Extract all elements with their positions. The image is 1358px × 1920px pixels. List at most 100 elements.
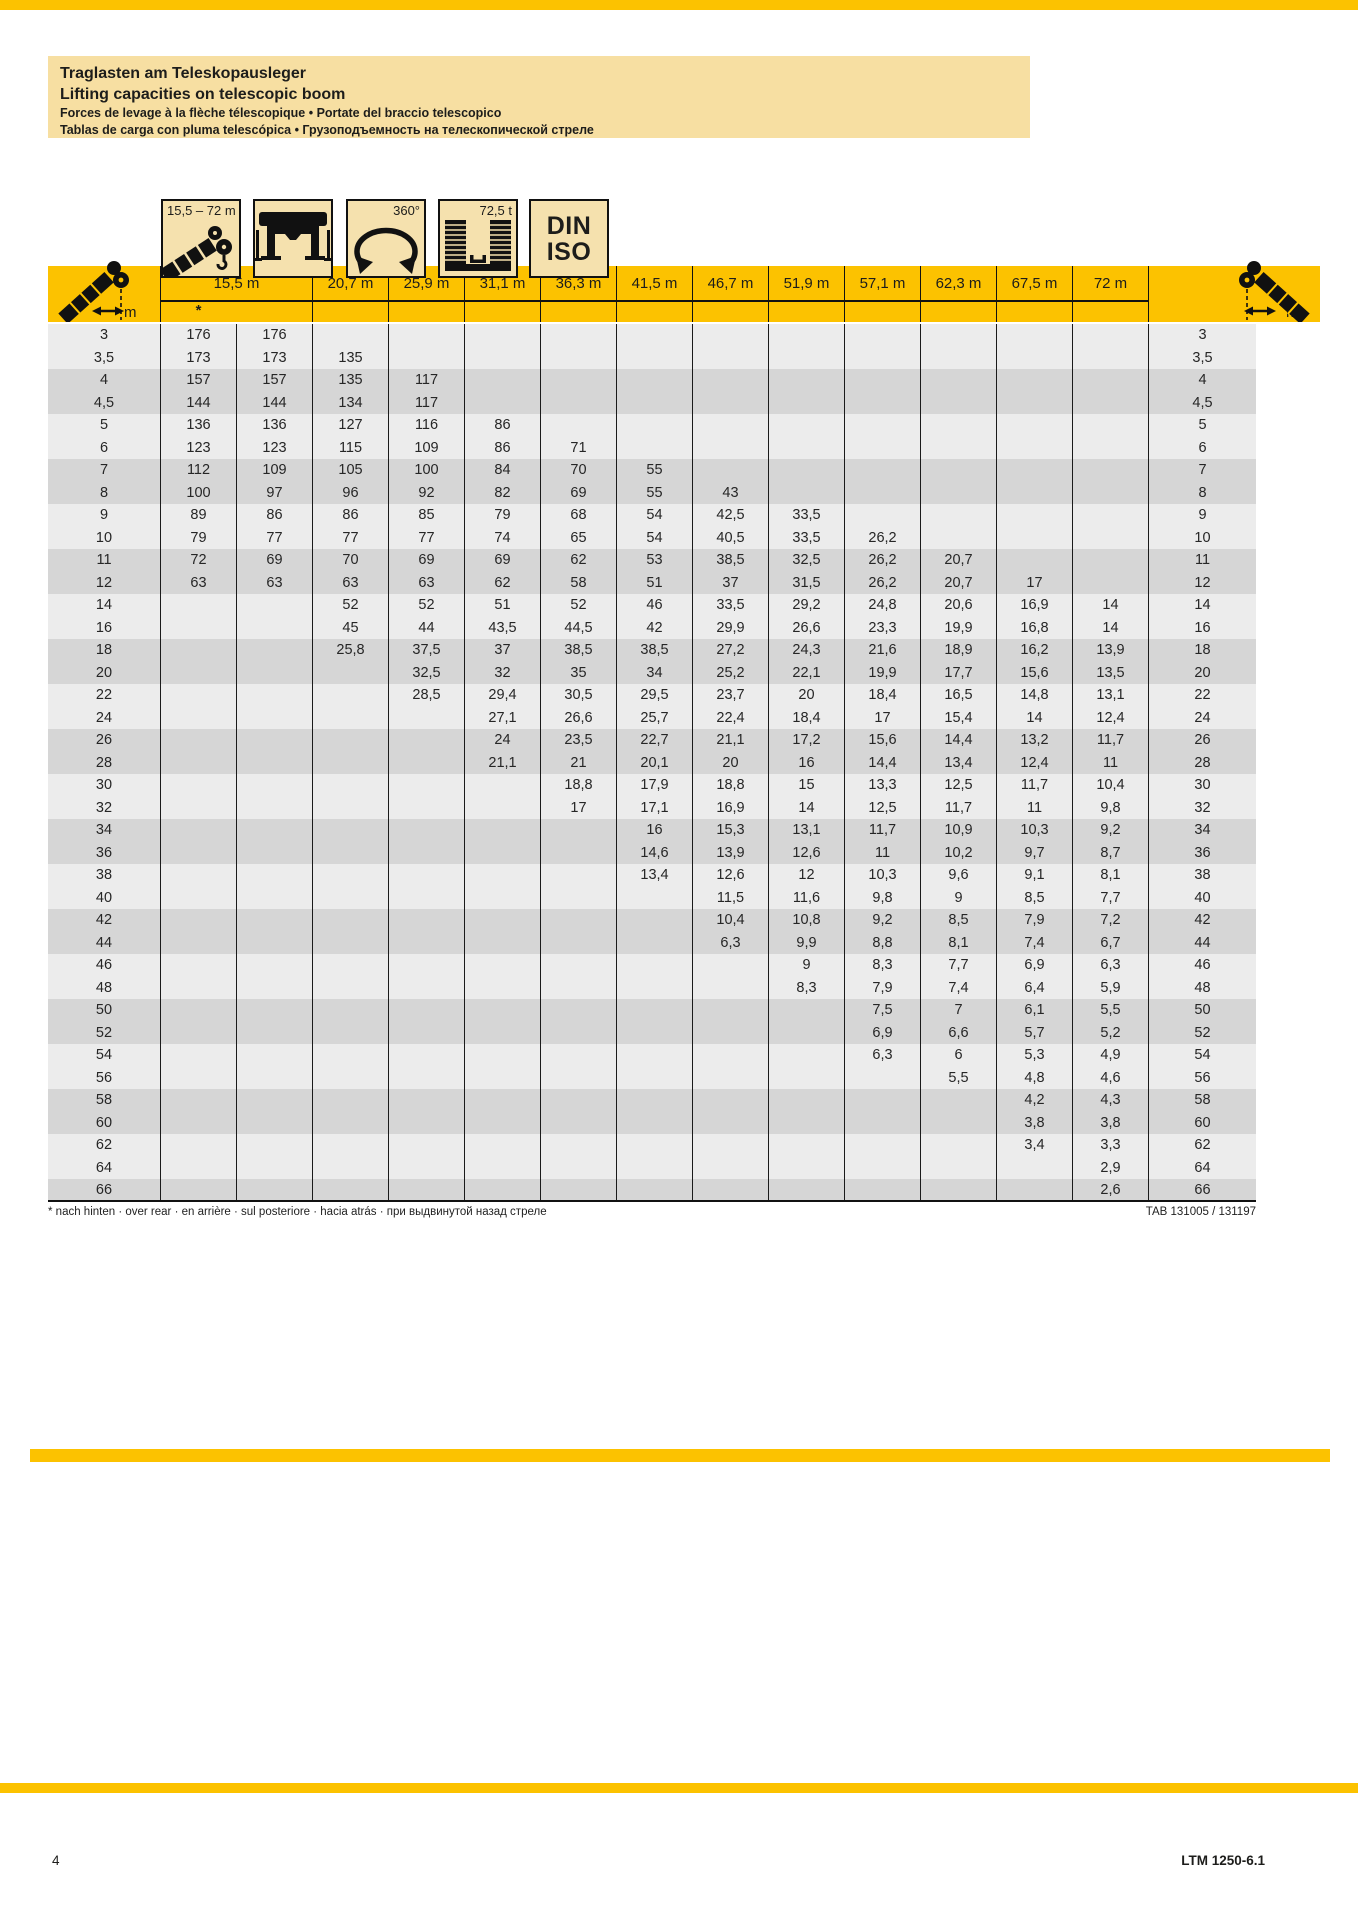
capacity-value: 32,5 [768, 549, 844, 572]
capacity-value: 13,2 [996, 729, 1072, 752]
radius-cell-right: 3 [1148, 324, 1256, 347]
capacity-value [464, 819, 540, 842]
radius-cell-right: 9 [1148, 504, 1256, 527]
capacity-row: 24 27,1 26,6 25,7 22,4 18,4 17 15,4 14 12,4 24 [48, 706, 1256, 729]
capacity-value: 20,7 [920, 549, 996, 572]
capacity-value [768, 1021, 844, 1044]
capacity-row: 30 18,8 17,9 18,8 15 13,3 12,5 11,7 10,4 30 [48, 774, 1256, 797]
capacity-value: 16 [616, 819, 692, 842]
capacity-value [768, 391, 844, 414]
radius-cell-right: 64 [1148, 1156, 1256, 1179]
boom-length-header: 20,7 m [312, 266, 388, 300]
capacity-value: 12,6 [692, 864, 768, 887]
capacity-value [920, 346, 996, 369]
capacity-value [616, 324, 692, 347]
radius-cell-right: 24 [1148, 706, 1256, 729]
capacity-value [312, 954, 388, 977]
capacity-value [768, 414, 844, 437]
capacity-value [996, 1179, 1072, 1202]
radius-cell-right: 50 [1148, 999, 1256, 1022]
capacity-value: 51 [464, 594, 540, 617]
radius-cell-right: 34 [1148, 819, 1256, 842]
capacity-value: 136 [160, 414, 236, 437]
capacity-value [692, 1111, 768, 1134]
subheader-cell [920, 302, 996, 322]
capacity-value: 97 [236, 481, 312, 504]
capacity-value [540, 346, 616, 369]
capacity-value [236, 594, 312, 617]
capacity-value [388, 1066, 464, 1089]
capacity-value [844, 1179, 920, 1202]
capacity-value [768, 1134, 844, 1157]
capacity-value: 9,8 [1072, 796, 1148, 819]
capacity-value: 12,6 [768, 841, 844, 864]
radius-crane-icon-mirrored [1239, 261, 1310, 322]
radius-cell-right: 6 [1148, 436, 1256, 459]
capacity-row: 48 8,3 7,9 7,4 6,4 5,9 48 [48, 976, 1256, 999]
capacity-row: 28 21,1 21 20,1 20 16 14,4 13,4 12,4 11 28 [48, 751, 1256, 774]
capacity-value: 70 [540, 459, 616, 482]
capacity-value: 20,7 [920, 571, 996, 594]
boom-range-label: 15,5 – 72 m [167, 203, 236, 218]
subheader-cell [692, 302, 768, 322]
capacity-value [464, 1134, 540, 1157]
radius-cell-left: 62 [95, 1137, 113, 1154]
capacity-value: 14 [996, 706, 1072, 729]
radius-cell-left: 54 [95, 1047, 113, 1064]
capacity-value [388, 1089, 464, 1112]
capacity-row: 8 100 97 96 92 82 69 55 43 8 [48, 481, 1256, 504]
capacity-value [312, 999, 388, 1022]
capacity-value: 40,5 [692, 526, 768, 549]
counterweight-label: 72,5 t [479, 203, 512, 218]
capacity-value [768, 1044, 844, 1067]
capacity-value [388, 909, 464, 932]
capacity-value: 21 [540, 751, 616, 774]
capacity-value: 20,6 [920, 594, 996, 617]
capacity-value: 11,7 [996, 774, 1072, 797]
capacity-value [616, 999, 692, 1022]
capacity-value: 100 [388, 459, 464, 482]
radius-cell-left: 11 [96, 552, 112, 569]
capacity-value [844, 414, 920, 437]
capacity-value: 55 [616, 481, 692, 504]
capacity-value [312, 931, 388, 954]
capacity-value [616, 346, 692, 369]
capacity-value: 117 [388, 369, 464, 392]
capacity-value: 33,5 [768, 526, 844, 549]
capacity-value [464, 324, 540, 347]
capacity-value [236, 1134, 312, 1157]
capacity-value: 77 [388, 526, 464, 549]
capacity-value [312, 729, 388, 752]
radius-cell-right: 7 [1148, 459, 1256, 482]
capacity-value [388, 886, 464, 909]
iso-label: ISO [546, 237, 592, 266]
capacity-value [236, 1089, 312, 1112]
capacity-value: 19,9 [844, 661, 920, 684]
capacity-value [388, 796, 464, 819]
capacity-value [464, 954, 540, 977]
footnote-text: * nach hinten · over rear · en arrière ·… [48, 1206, 547, 1218]
capacity-value: 63 [236, 571, 312, 594]
capacity-value [236, 909, 312, 932]
capacity-value: 37 [692, 571, 768, 594]
capacity-value [692, 1089, 768, 1112]
capacity-value [312, 1021, 388, 1044]
capacity-value [464, 841, 540, 864]
capacity-row: 50 7,5 7 6,1 5,5 50 [48, 999, 1256, 1022]
subheader-cell [312, 302, 388, 322]
capacity-value: 26,6 [768, 616, 844, 639]
capacity-value: 2,9 [1072, 1156, 1148, 1179]
capacity-value [388, 1021, 464, 1044]
radius-cell-right: 32 [1148, 796, 1256, 819]
radius-cell-left: 44 [95, 934, 113, 951]
capacity-value [464, 1089, 540, 1112]
capacity-value [464, 1111, 540, 1134]
capacity-value: 6,4 [996, 976, 1072, 999]
radius-unit-left: m [124, 304, 137, 321]
capacity-value: 8,1 [920, 931, 996, 954]
capacity-value: 24,8 [844, 594, 920, 617]
capacity-value [616, 909, 692, 932]
radius-cell-left: 56 [95, 1069, 113, 1086]
radius-cell-left: 66 [95, 1182, 113, 1199]
radius-cell-right: 36 [1148, 841, 1256, 864]
